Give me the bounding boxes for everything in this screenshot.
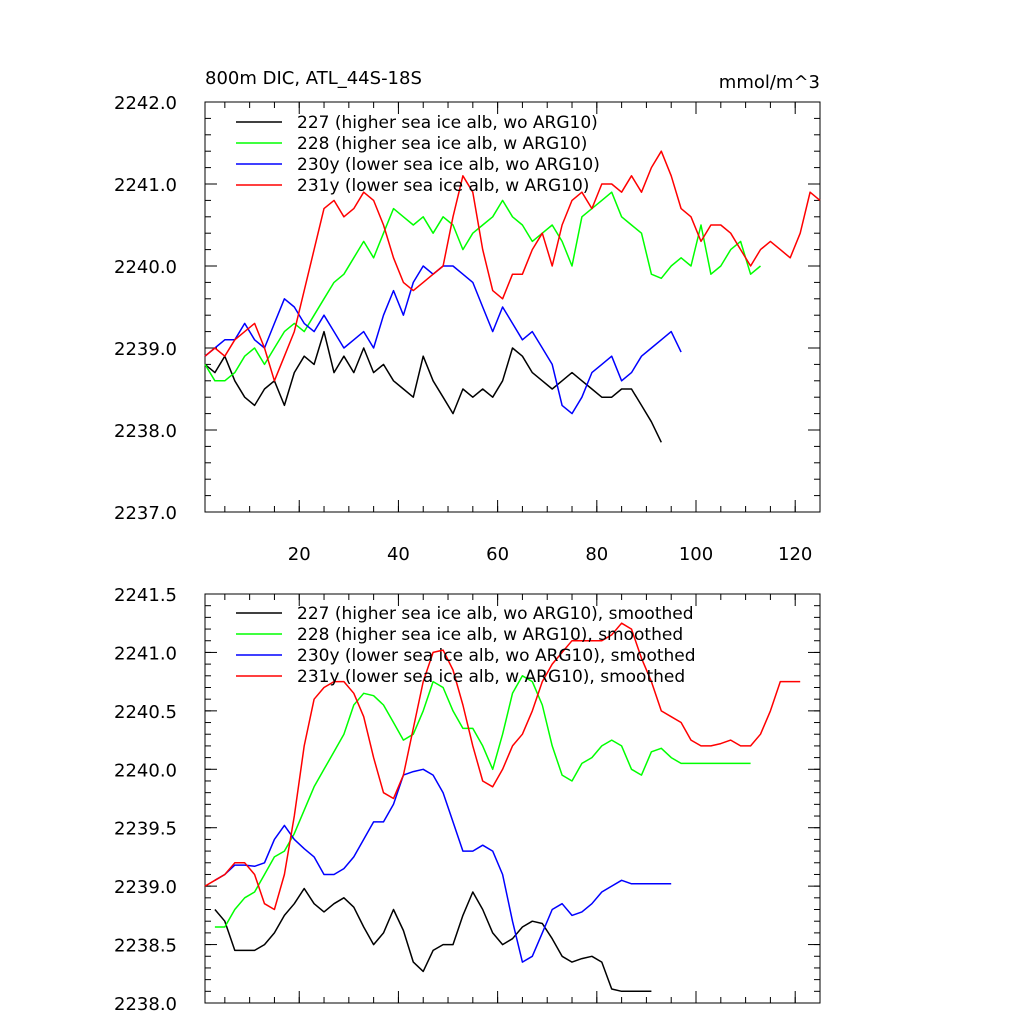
series-line-1 xyxy=(214,887,652,993)
top-chart-title: 800m DIC, ATL_44S-18S xyxy=(205,68,422,89)
bottom-chart: 2238.0 2238.5 2239.0 2239.5 2240.0 2240.5 2241… xyxy=(114,585,821,1015)
y-tick-label: 2240.5 xyxy=(114,702,177,723)
series-line-3 xyxy=(204,265,682,415)
y-tick-label: 2238.0 xyxy=(114,994,177,1015)
legend-label-4: 231y (lower sea ice alb, w ARG10), smoot… xyxy=(297,667,685,687)
x-tick-label: 60 xyxy=(486,544,509,565)
legend-label-3: 230y (lower sea ice alb, wo ARG10) xyxy=(297,155,600,175)
series-line-4 xyxy=(204,622,801,911)
bottom-plot-area: 2238.0 2238.5 2239.0 2239.5 2240.0 2240.5 2241… xyxy=(114,585,821,1015)
y-tick-label: 2239.0 xyxy=(114,339,177,360)
x-tick-label: 100 xyxy=(679,544,713,565)
plot-frame xyxy=(204,593,821,1004)
y-tick-label: 2238.5 xyxy=(114,936,177,957)
y-tick-label: 2237.0 xyxy=(114,503,177,524)
y-tick-label: 2241.0 xyxy=(114,643,177,664)
series-line-2 xyxy=(214,675,751,928)
legend-label-1: 227 (higher sea ice alb, wo ARG10), smoo… xyxy=(297,604,694,624)
legend-label-2: 228 (higher sea ice alb, w ARG10) xyxy=(297,134,587,154)
legend-label-3: 230y (lower sea ice alb, wo ARG10), smoo… xyxy=(297,646,696,666)
y-tick-label: 2239.5 xyxy=(114,819,177,840)
y-tick-label: 2240.0 xyxy=(114,257,177,278)
y-tick-label: 2238.0 xyxy=(114,421,177,442)
series-line-2 xyxy=(204,191,761,382)
y-tick-label: 2242.0 xyxy=(114,93,177,114)
top-plot-area: 2237.0 2238.0 2239.0 2240.0 2241.0 2242.0 20 40… xyxy=(114,93,821,565)
series-line-1 xyxy=(204,330,662,443)
series-line-3 xyxy=(214,768,672,963)
top-chart-units: mmol/m^3 xyxy=(719,72,820,93)
series-line-4 xyxy=(204,150,821,382)
y-tick-label: 2240.0 xyxy=(114,760,177,781)
y-tick-label: 2239.0 xyxy=(114,877,177,898)
x-tick-label: 120 xyxy=(778,544,812,565)
y-tick-label: 2241.5 xyxy=(114,585,177,606)
x-tick-label: 80 xyxy=(585,544,608,565)
top-chart: 800m DIC, ATL_44S-18S mmol/m^3 2237.0223… xyxy=(114,68,821,565)
plot-frame xyxy=(204,101,821,513)
y-tick-label: 2241.0 xyxy=(114,175,177,196)
x-tick-label: 40 xyxy=(387,544,410,565)
legend-label-4: 231y (lower sea ice alb, w ARG10) xyxy=(297,176,589,196)
x-tick-label: 20 xyxy=(288,544,311,565)
legend-label-2: 228 (higher sea ice alb, w ARG10), smoot… xyxy=(297,625,683,645)
legend-label-1: 227 (higher sea ice alb, wo ARG10) xyxy=(297,113,598,133)
